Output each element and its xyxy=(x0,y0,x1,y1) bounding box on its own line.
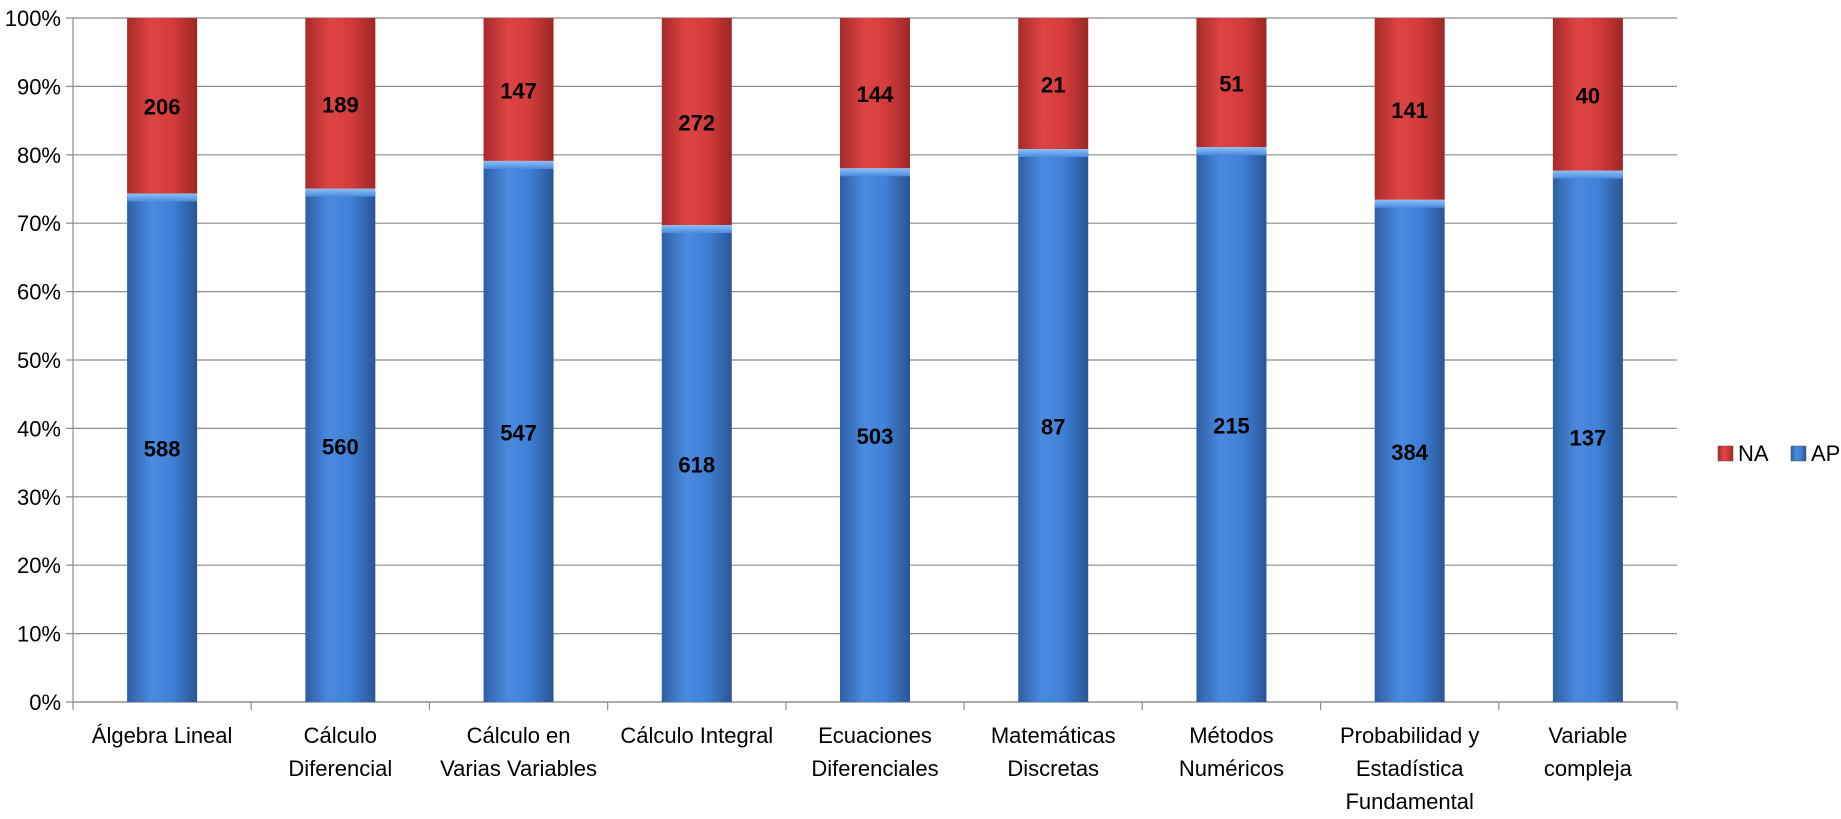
data-label-ap: 547 xyxy=(500,420,537,445)
bar-segment-na xyxy=(1552,18,1623,171)
bar-segment-ap xyxy=(840,170,910,702)
category-label: Cálculo en Varias Variables xyxy=(440,723,597,781)
y-tick-label: 60% xyxy=(17,280,61,305)
bar-segment-na xyxy=(483,18,554,161)
bar-segment-ap-top xyxy=(1196,147,1267,156)
bar-segment-ap-top xyxy=(305,188,376,197)
data-label-na: 272 xyxy=(678,111,715,136)
y-tick-label: 10% xyxy=(17,622,61,647)
y-tick-label: 40% xyxy=(17,416,61,441)
category-labels: Álgebra Lineal Cálculo Diferencial Cálculo … xyxy=(92,723,1633,814)
y-tick-label: 30% xyxy=(17,485,61,510)
y-tick-label: 20% xyxy=(17,553,61,578)
y-tick-label: 70% xyxy=(17,211,61,236)
bar-segment-na xyxy=(840,18,910,169)
category-label: Métodos Numéricos xyxy=(1179,723,1284,781)
bar-segment-ap-top xyxy=(661,225,732,234)
category-label: Ecuaciones Diferenciales xyxy=(811,723,938,781)
data-label-ap: 384 xyxy=(1391,440,1428,465)
data-labels: 588 206 560 189 547 147 618 272 503 144 87 21 215 51 3… xyxy=(144,72,1606,478)
bar-segment-na xyxy=(127,18,198,194)
bar-segment-ap xyxy=(661,227,732,702)
data-label-na: 51 xyxy=(1219,72,1243,97)
y-tick-label: 90% xyxy=(17,74,61,99)
data-label-ap: 215 xyxy=(1213,414,1250,439)
legend: NA AP xyxy=(1717,441,1840,466)
bar-segment-ap-top xyxy=(1552,170,1623,179)
bar-segment-na xyxy=(305,18,376,189)
data-label-na: 21 xyxy=(1041,73,1065,98)
bar-segment-ap xyxy=(1374,201,1445,702)
bar-segment-na xyxy=(1374,18,1445,200)
bars xyxy=(127,18,1623,703)
bar-segment-ap xyxy=(127,195,198,703)
legend-na-label: NA xyxy=(1738,441,1769,466)
data-label-na: 189 xyxy=(322,92,359,117)
data-label-na: 206 xyxy=(144,95,181,120)
bar-segment-ap xyxy=(483,162,554,703)
bar-segment-ap xyxy=(1552,172,1623,702)
bar-segment-na xyxy=(1018,18,1089,149)
data-label-na: 40 xyxy=(1576,83,1600,108)
y-tick-label: 80% xyxy=(17,143,61,168)
bar-segment-ap-top xyxy=(483,160,554,169)
y-tick-label: 0% xyxy=(29,690,61,715)
legend-ap-swatch xyxy=(1790,445,1807,462)
legend-ap-label: AP xyxy=(1811,441,1840,466)
bar-segment-ap-top xyxy=(1374,199,1445,208)
y-tick-label: 50% xyxy=(17,348,61,373)
data-label-na: 147 xyxy=(500,78,537,103)
bar-segment-ap xyxy=(305,190,376,702)
bar-segment-na xyxy=(1196,18,1267,148)
data-label-ap: 618 xyxy=(678,453,715,478)
bar-segment-na xyxy=(661,18,732,226)
category-label: Variable compleja xyxy=(1544,723,1633,781)
legend-na-swatch xyxy=(1717,445,1734,462)
data-label-na: 144 xyxy=(857,82,894,107)
category-label: Matemáticas Discretas xyxy=(991,723,1116,781)
category-label: Cálculo Integral xyxy=(620,723,773,748)
data-label-ap: 87 xyxy=(1041,415,1065,440)
data-label-ap: 137 xyxy=(1570,425,1607,450)
data-label-ap: 588 xyxy=(144,437,181,462)
data-label-ap: 560 xyxy=(322,434,359,459)
data-label-na: 141 xyxy=(1391,98,1428,123)
bar-segment-ap-top xyxy=(840,168,910,177)
bar-segment-ap-top xyxy=(127,193,198,202)
category-label: Álgebra Lineal xyxy=(92,723,233,748)
category-label: Cálculo Diferencial xyxy=(288,723,392,781)
data-label-ap: 503 xyxy=(857,424,894,449)
bar-segment-ap-top xyxy=(1018,149,1089,157)
bar-segment-ap xyxy=(1196,149,1267,703)
y-tick-label: 100% xyxy=(5,6,61,31)
bar-segment-ap xyxy=(1018,151,1089,702)
category-label: Probabilidad y Estadística Fundamental xyxy=(1340,723,1479,814)
